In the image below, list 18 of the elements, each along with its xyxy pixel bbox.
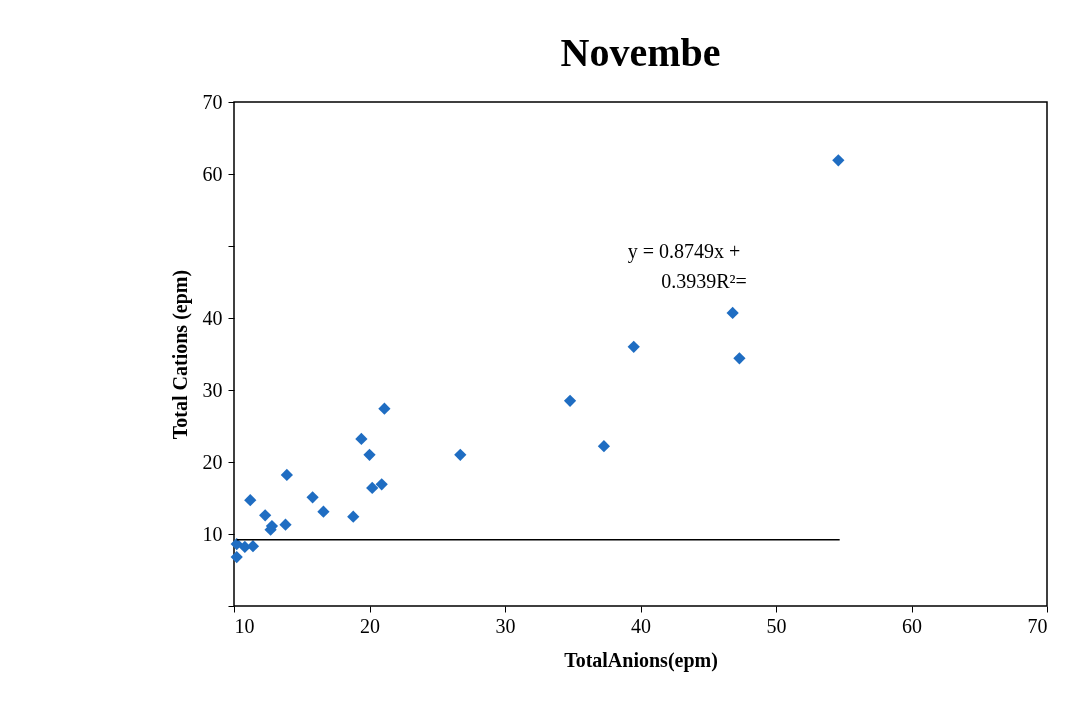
x-tick-label: 60 [902, 614, 922, 637]
x-tick-label: 30 [495, 614, 516, 637]
y-axis-title: Total Cations (epm) [168, 269, 192, 440]
y-tick-label: 60 [202, 162, 223, 185]
x-tick-label: 40 [631, 614, 651, 637]
x-tick-label: 20 [360, 614, 380, 637]
x-tick-label: 50 [766, 614, 787, 637]
x-tick-label: 10 [234, 614, 255, 637]
y-tick-label: 10 [202, 522, 223, 545]
y-tick-label: 40 [202, 306, 223, 329]
chart-title: Novembe [560, 30, 721, 75]
x-axis-title: TotalAnions(epm) [564, 648, 718, 672]
y-tick-label: 30 [202, 378, 223, 401]
annotation: 0.3939R²= [661, 270, 747, 292]
y-tick-label: 20 [202, 450, 223, 473]
y-tick-label: 70 [202, 90, 223, 113]
x-tick-label: 70 [1027, 614, 1048, 637]
annotation: y = 0.8749x + [627, 240, 741, 263]
